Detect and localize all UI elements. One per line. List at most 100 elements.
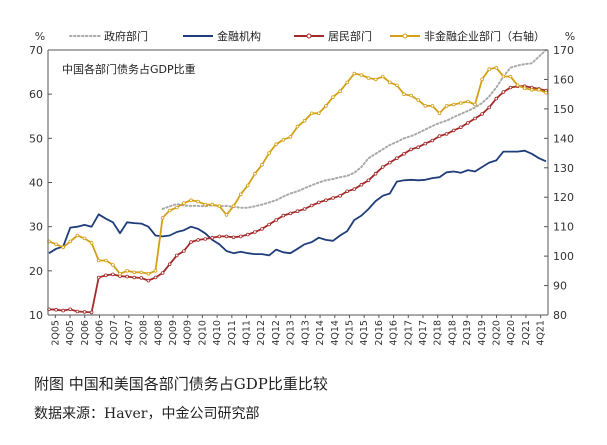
series-2-point (416, 145, 421, 150)
series-3-point (387, 80, 392, 85)
series-2-point (451, 128, 456, 133)
series-3-point (508, 74, 513, 79)
series-3-point (331, 95, 335, 99)
series-3-point (224, 213, 229, 217)
series-line-1 (48, 149, 547, 257)
x-tick-label: 2Q17 (403, 320, 414, 346)
series-2-point (167, 262, 172, 267)
series-3-point (210, 202, 215, 207)
series-2-point (238, 234, 243, 239)
y-right-unit: % (565, 30, 575, 43)
series-3-point (352, 71, 357, 76)
series-2-point (210, 235, 215, 240)
series-3-point (522, 86, 527, 91)
series-2-point (125, 274, 129, 279)
series-3-point (139, 270, 144, 275)
series-2-point (302, 207, 307, 211)
series-2-point (352, 187, 357, 191)
series-3-point (288, 135, 293, 139)
series-2-point (267, 222, 271, 227)
series-3-point (373, 77, 378, 82)
series-3-point (302, 118, 307, 123)
series-3-point (104, 258, 108, 263)
x-tick-label: 4Q12 (271, 320, 282, 346)
x-tick-label: 4Q17 (418, 320, 429, 346)
series-2-point (89, 310, 94, 315)
series-3-point (366, 76, 371, 80)
series-2-point (387, 160, 392, 165)
series-3-point (316, 111, 321, 116)
x-tick-label: 4Q20 (506, 320, 517, 346)
series-3-point (402, 92, 406, 96)
y-left-unit: % (35, 30, 45, 43)
x-tick-label: 2Q11 (227, 320, 238, 346)
series-3-point (437, 111, 442, 116)
series-3-point (118, 271, 122, 276)
plot-area (47, 49, 548, 315)
x-tick-label: 4Q21 (536, 320, 547, 346)
x-tick-label: 2Q05 (50, 320, 61, 346)
x-tick-label: 4Q11 (242, 320, 253, 346)
x-tick-label: 2Q21 (521, 320, 532, 346)
series-2-point (160, 271, 165, 275)
series-3-point (423, 104, 428, 108)
series-3-point (203, 202, 208, 207)
series-3-point (458, 101, 463, 105)
series-3-point (132, 270, 137, 275)
series-3-point (260, 163, 264, 167)
series-3-point (529, 88, 534, 92)
series-3-point (68, 239, 73, 244)
series-2-point (309, 203, 314, 208)
series-3-point (253, 171, 257, 176)
series-3-point (146, 271, 151, 276)
series-2-point (146, 278, 151, 283)
x-tick-label: 4Q18 (447, 320, 458, 346)
series-2-point (338, 194, 342, 198)
legend-marker-2 (306, 33, 312, 39)
x-tick-label: 4Q05 (65, 320, 76, 346)
x-tick-label: 2Q10 (197, 320, 208, 346)
series-2-point (288, 211, 293, 216)
y-right-tick-label: 120 (553, 191, 574, 204)
series-2-point (487, 105, 492, 110)
x-tick-label: 2Q16 (374, 320, 385, 346)
series-3-point (395, 83, 399, 88)
x-tick-label: 2Q19 (462, 320, 473, 346)
x-tick-label: 2Q07 (109, 320, 120, 346)
series-2-point (359, 182, 364, 187)
series-2-point (501, 90, 506, 94)
series-3-point (111, 263, 115, 267)
series-2-point (182, 249, 186, 253)
series-line-0 (161, 49, 547, 210)
series-2-point (430, 138, 435, 143)
series-2-point (473, 116, 477, 121)
axes: 10 20 30 40 50 60 70 80 90 100 110 120 130 140 150 160 1… (29, 30, 575, 346)
series-3-point (61, 245, 65, 250)
x-tick-label: 4Q09 (183, 320, 194, 346)
series-2-point (54, 307, 58, 312)
series-3-point (231, 204, 236, 208)
y-left-tick-label: 30 (29, 221, 43, 234)
series-2-point (281, 213, 286, 218)
series-2-point (61, 308, 65, 313)
series-3-point (153, 268, 158, 273)
series-2-point (224, 234, 229, 239)
x-tick-label: 2Q06 (80, 320, 91, 346)
series-3-point (430, 104, 435, 108)
series-3-point (182, 201, 186, 205)
x-tick-label: 2Q20 (492, 320, 503, 346)
series-2-point (231, 235, 236, 240)
y-left-tick-label: 70 (29, 44, 43, 57)
x-tick-label: 2Q15 (344, 320, 355, 346)
x-tick-label: 4Q07 (124, 320, 135, 346)
series-3-point (238, 192, 243, 197)
chart: 10 20 30 40 50 60 70 80 90 100 110 120 130 140 150 160 1… (29, 29, 575, 346)
series-2-point (437, 134, 442, 138)
series-3-point (345, 80, 350, 85)
series-2-point (380, 165, 385, 169)
x-tick-label: 4Q14 (330, 320, 341, 346)
series-2-point (111, 272, 115, 277)
series-3-point (274, 142, 279, 147)
x-tick-label: 2Q08 (139, 320, 150, 346)
series-line-2 (48, 85, 547, 314)
